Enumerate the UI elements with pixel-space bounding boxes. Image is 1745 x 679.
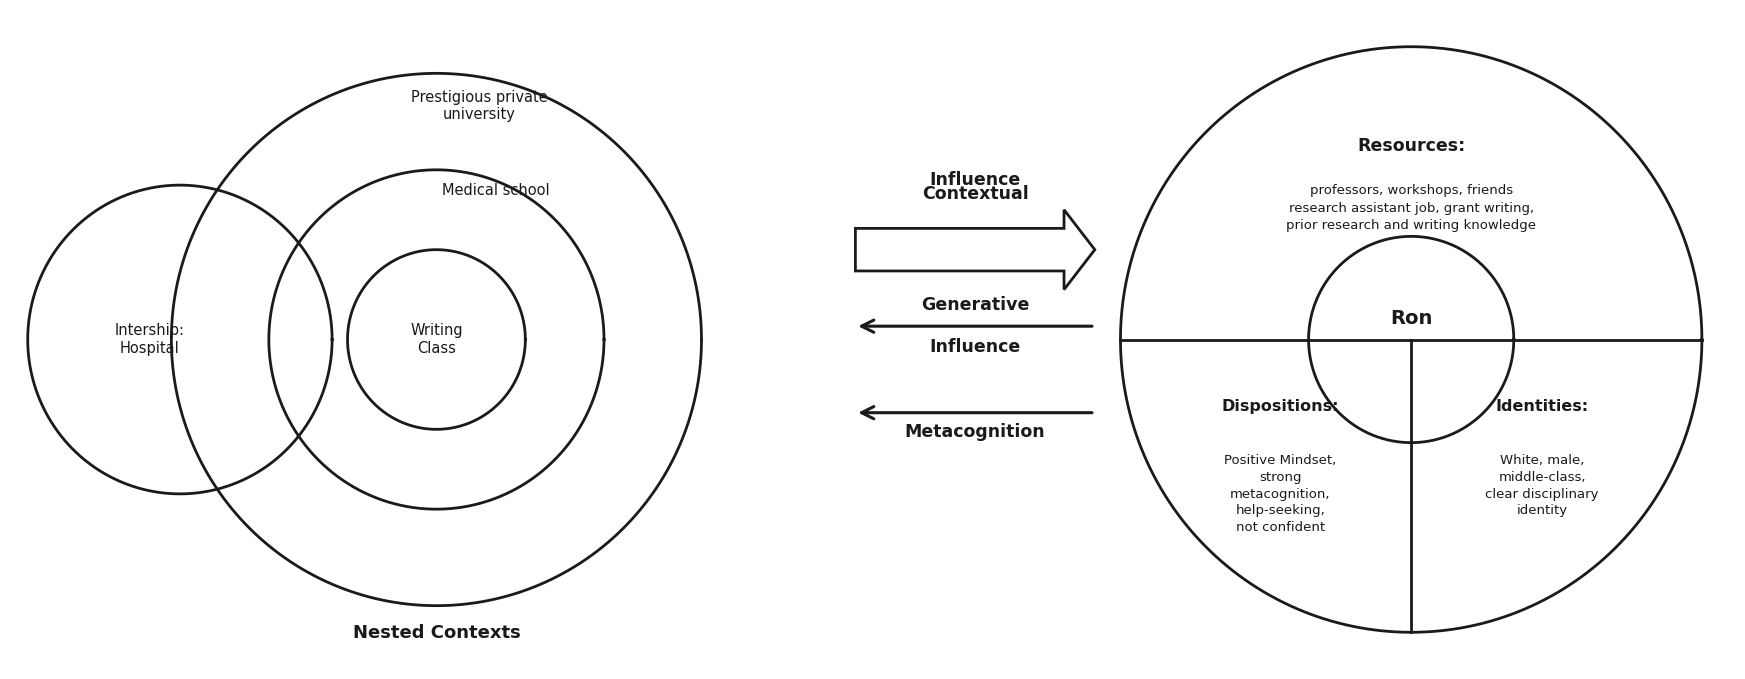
Text: Contextual: Contextual xyxy=(921,185,1028,203)
Text: White, male,
middle-class,
clear disciplinary
identity: White, male, middle-class, clear discipl… xyxy=(1485,454,1598,517)
Text: Influence: Influence xyxy=(930,338,1021,356)
Text: Dispositions:: Dispositions: xyxy=(1222,399,1338,414)
Text: Writing
Class: Writing Class xyxy=(410,323,462,356)
Text: Influence: Influence xyxy=(930,171,1021,189)
Text: Resources:: Resources: xyxy=(1358,136,1466,155)
Text: Medical school: Medical school xyxy=(443,183,550,198)
Text: Intership:
Hospital: Intership: Hospital xyxy=(113,323,185,356)
Text: professors, workshops, friends
research assistant job, grant writing,
prior rese: professors, workshops, friends research … xyxy=(1286,185,1536,232)
Polygon shape xyxy=(855,210,1094,289)
Text: Ron: Ron xyxy=(1391,310,1433,329)
Text: Prestigious private
university: Prestigious private university xyxy=(410,90,548,122)
Text: Identities:: Identities: xyxy=(1495,399,1588,414)
Text: Nested Contexts: Nested Contexts xyxy=(352,624,520,642)
Text: Generative: Generative xyxy=(921,296,1030,314)
Text: Positive Mindset,
strong
metacognition,
help-seeking,
not confident: Positive Mindset, strong metacognition, … xyxy=(1225,454,1337,534)
Text: Metacognition: Metacognition xyxy=(906,423,1045,441)
